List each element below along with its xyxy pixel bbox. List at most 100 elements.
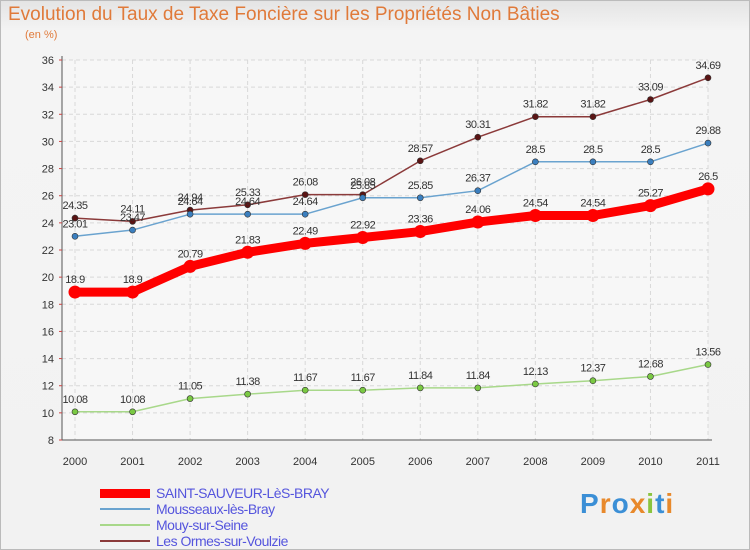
chart-subtitle: (en %) <box>25 29 58 41</box>
data-label: 18.9 <box>123 274 143 286</box>
data-label: 28.57 <box>408 143 433 155</box>
logo-letter: t <box>655 488 666 519</box>
x-tick-label: 2005 <box>350 456 374 468</box>
data-label: 25.85 <box>350 180 375 192</box>
data-label: 28.5 <box>641 144 661 156</box>
y-tick-label: 12 <box>42 381 54 393</box>
data-point <box>301 191 309 198</box>
data-label: 33.09 <box>638 81 663 93</box>
legend-swatch <box>100 489 150 498</box>
data-label: 24.64 <box>178 196 203 208</box>
data-label: 22.49 <box>293 225 318 237</box>
data-label: 13.56 <box>695 347 720 359</box>
logo-letter: o <box>611 488 630 519</box>
data-label: 26.37 <box>465 173 490 185</box>
data-point <box>416 384 424 392</box>
data-label: 28.5 <box>583 144 603 156</box>
data-point <box>532 158 539 166</box>
data-label: 12.13 <box>523 366 548 378</box>
series-line <box>74 77 709 223</box>
data-label: 30.31 <box>465 119 490 131</box>
legend-label: SAINT-SAUVEUR-LèS-BRAY <box>156 485 330 501</box>
data-label: 10.08 <box>120 394 145 406</box>
data-point <box>474 187 482 194</box>
legend-swatch <box>100 524 150 526</box>
data-label: 34.69 <box>695 60 720 72</box>
y-tick-label: 28 <box>42 164 54 176</box>
x-tick-label: 2000 <box>63 456 87 468</box>
legend-swatch <box>100 540 150 542</box>
y-tick-label: 34 <box>42 82 54 94</box>
data-point <box>474 133 482 141</box>
logo-letter: P <box>580 488 600 519</box>
data-label: 24.35 <box>62 200 87 212</box>
data-point <box>244 210 251 218</box>
data-label: 25.85 <box>408 180 433 192</box>
y-tick-label: 14 <box>42 354 54 366</box>
data-label: 11.38 <box>236 376 261 388</box>
data-point <box>413 225 427 239</box>
data-point <box>244 390 251 398</box>
data-label: 24.94 <box>178 192 203 204</box>
logo-letter: x <box>629 488 647 519</box>
y-tick-label: 10 <box>42 408 54 420</box>
x-tick-label: 2001 <box>120 456 144 468</box>
y-tick-label: 20 <box>42 272 54 284</box>
data-point <box>528 209 542 223</box>
data-label: 24.54 <box>580 198 605 210</box>
y-tick-label: 18 <box>42 299 54 311</box>
x-tick-label: 2009 <box>581 456 605 468</box>
data-label: 11.84 <box>466 370 491 382</box>
data-point <box>129 226 136 234</box>
data-point <box>589 113 597 121</box>
data-label: 23.47 <box>120 212 145 224</box>
data-label: 10.08 <box>62 394 87 406</box>
logo-letter: i <box>665 488 675 519</box>
data-label: 21.83 <box>235 234 260 246</box>
data-point <box>704 139 712 147</box>
x-tick-label: 2011 <box>696 456 720 468</box>
data-point <box>71 408 79 416</box>
data-point <box>647 96 654 103</box>
data-point <box>704 361 712 368</box>
data-point <box>532 113 539 121</box>
data-point <box>416 157 424 165</box>
data-label: 11.05 <box>178 381 203 393</box>
x-tick-label: 2004 <box>293 456 317 468</box>
y-tick-label: 30 <box>42 136 54 148</box>
x-tick-label: 2007 <box>466 456 490 468</box>
data-label: 31.82 <box>523 99 548 111</box>
data-point <box>129 218 136 225</box>
data-label: 26.08 <box>350 177 375 189</box>
data-point <box>359 386 367 394</box>
x-tick-label: 2010 <box>638 456 662 468</box>
data-label: 22.92 <box>350 220 375 232</box>
data-label: 29.88 <box>695 125 720 137</box>
chart-title: Evolution du Taux de Taxe Foncière sur l… <box>8 4 560 25</box>
data-point <box>68 285 82 299</box>
data-point <box>474 384 482 392</box>
legend-swatch <box>100 508 150 510</box>
data-point <box>298 236 312 250</box>
data-label: 28.5 <box>526 144 546 156</box>
proxiti-logo: Proxiti <box>580 488 674 520</box>
data-label: 25.33 <box>235 187 260 199</box>
logo-letter: r <box>599 488 612 519</box>
data-label: 18.9 <box>65 274 85 286</box>
data-point <box>471 215 485 229</box>
data-point <box>532 380 539 388</box>
y-tick-label: 32 <box>42 109 54 121</box>
data-point <box>183 259 197 273</box>
data-label: 20.79 <box>178 248 203 260</box>
x-tick-label: 2008 <box>523 456 547 468</box>
data-point <box>356 231 370 245</box>
series-line <box>74 142 709 238</box>
data-point <box>701 182 715 196</box>
data-point <box>129 408 136 416</box>
data-label: 24.11 <box>120 203 145 215</box>
data-point <box>244 201 251 209</box>
y-tick-label: 8 <box>48 435 54 447</box>
data-label: 31.82 <box>580 99 605 111</box>
logo-letter: i <box>646 488 656 519</box>
